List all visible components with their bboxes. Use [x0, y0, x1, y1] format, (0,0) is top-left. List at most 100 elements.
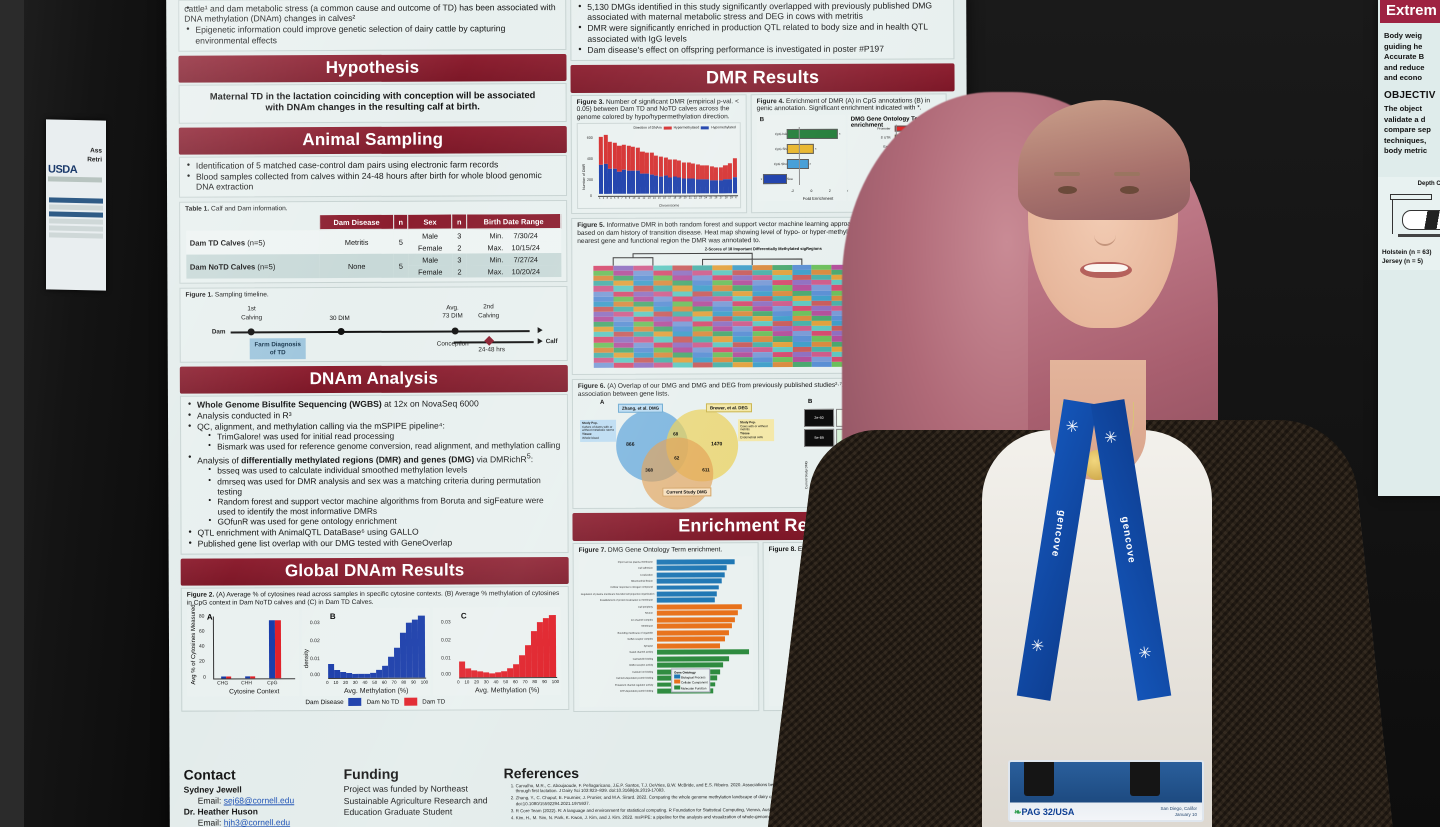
heatmap-cell [633, 362, 654, 368]
figure7-bar-label: Potassium channel regulator activity [614, 683, 654, 687]
right-poster-line-0: Body weig [1384, 31, 1422, 40]
badge-brand: PAG [1021, 807, 1041, 817]
figure2-charts: A Avg % of Cytosines Measured 80 60 40 2… [186, 604, 563, 697]
figure7-bar-label: Calcium ion binding [632, 670, 654, 674]
table1-caption-label: Table 1. [185, 205, 210, 213]
main-poster: cattle¹ and dam metabolic stress (a comm… [166, 0, 970, 827]
dnam-bullet-3-sub-2: Random forest and support vector machine… [207, 495, 562, 517]
contact-email-link-1[interactable]: hjh3@cornell.edu [223, 817, 291, 827]
figure3-xlabel: Chromosome [658, 203, 680, 208]
conference-badge: ❧PAG 32/USA San Diego, Califor January 1… [1008, 760, 1204, 822]
dnam-analysis-bullets: Whole Genome Bisulfite Sequencing (WGBS)… [186, 398, 563, 549]
dnam-bullet-2-sublist: TrimGalore! was used for initial read pr… [207, 430, 562, 452]
breed-1: Jersey (n = 5) [1382, 257, 1424, 265]
table1-r1-sex1: Female [408, 265, 453, 279]
hair-front [1018, 100, 1190, 220]
right-poster-banner: Extrem [1380, 0, 1440, 23]
figure3-ylabel: Number of DMR [581, 164, 587, 191]
significance-star: * [809, 161, 811, 167]
lanyard-text-left: gencove [1048, 509, 1068, 559]
gencove-star-icon: ✳ [1137, 644, 1154, 664]
figure3-bar [732, 134, 737, 194]
right-poster-obj-4: body metric [1384, 146, 1428, 155]
table1-th-3: Sex [408, 214, 453, 230]
contact-email-link-0[interactable]: sej68@cornell.edu [223, 795, 295, 806]
table1-th-5: Birth Date Range [466, 213, 561, 230]
table1-r1-date1: Max. 10/20/24 [466, 265, 561, 278]
table1-th-4: n [451, 214, 467, 230]
figure3-legend: Direction of DNAm Hypermethylated Hypome… [634, 126, 736, 130]
intro-bullet-1: Epigenetic information could improve gen… [184, 23, 560, 46]
table1-r1-label-n: (n=5) [257, 262, 276, 272]
table1-r0-minmax0: Min. [489, 231, 504, 241]
dnam-bullet-0-bold: Whole Genome Bisulfite Sequencing (WGBS) [196, 398, 382, 410]
usda-logo-bar [48, 176, 102, 183]
figure7-caption-label: Figure 7. [578, 547, 607, 555]
figure7-bar-label: Cellular response to nitrogen compound [610, 586, 653, 590]
figure7-bar [656, 584, 719, 591]
right-poster-line-3: and reduce [1384, 62, 1425, 72]
figure1-label-first-calving: Calving [241, 314, 263, 322]
figure6B-title: B [807, 399, 813, 406]
side-poster-content-block [49, 197, 103, 239]
figure7-bar [656, 578, 722, 584]
right-poster-obj-1: validate a d [1384, 114, 1426, 124]
figure2-panel: Figure 2. (A) Average % of cytosines rea… [180, 585, 570, 712]
legend-swatch-hyper [663, 126, 672, 130]
figure7-legend-2: Molecular Function [681, 686, 707, 691]
contact-email-label-1: Email: [197, 817, 222, 827]
figure7-legend-1: Cellular Component [681, 680, 708, 685]
venn-only-brewer: 1470 [711, 441, 723, 448]
figure4-bar [787, 129, 839, 140]
significance-star: * [760, 176, 763, 182]
figure7-bar [656, 623, 732, 629]
right-poster-obj-2: compare sep [1384, 125, 1431, 134]
figure7-bar-label: Localization [640, 573, 653, 577]
figure7-bar-row: GTP-dependent protein binding [581, 687, 750, 694]
dnam-bullet-2: QC, alignment, and methylation calling v… [186, 420, 562, 452]
badge-clip-right [1130, 762, 1160, 796]
figure7-caption: Figure 7. DMG Gene Ontology Term enrichm… [578, 546, 753, 555]
figure7-bar-label: Calcium-dependent protein binding [616, 676, 654, 680]
figure3-caption: Figure 3. Number of significant DMR (emp… [577, 98, 741, 121]
table1-r1-datev0: 7/27/24 [513, 255, 538, 265]
badge-subtext: San Diego, Califor January 10 [1160, 806, 1197, 817]
figure7-bar-label: GABA receptor activity [629, 663, 654, 667]
gencove-star-icon: ✳ [1103, 428, 1119, 448]
eyebrow-right [1114, 172, 1140, 176]
figure7-bar [656, 565, 728, 571]
badge-sub-line-1: San Diego, Califor [1160, 806, 1197, 811]
table1-r0-label-text: Dam TD Calves [189, 238, 246, 248]
figure7-bars: Import across plasma membrane Cell adhesi… [581, 558, 751, 695]
figure7-bar-label: Cell periphery [638, 605, 653, 609]
figure3-xticks: 1 2 3 4 5 6 7 8 9 10 11 12 13 14 15 16 17 18 19 20 21 22 23 24 2… [599, 196, 737, 201]
contact-name-1: Dr. Heather Huson [183, 806, 258, 817]
section-header-animal-sampling: Animal Sampling [178, 125, 567, 155]
eye-left [1058, 186, 1077, 194]
legend-swatch-hypo [701, 126, 710, 130]
poster-left-column: cattle¹ and dam metabolic stress (a comm… [178, 0, 570, 716]
figure3-legend-label-1: Hypomethylated [711, 125, 736, 130]
table1-r1-minmax1: Max. [487, 267, 504, 277]
section-header-global-dnam: Global DNAm Results [180, 556, 569, 586]
figure4-bar [763, 174, 788, 185]
figure3-caption-label: Figure 3. [576, 98, 605, 106]
figure7-bar-label: Regulation of plasma membrane bounded ce… [580, 592, 655, 596]
cow-diagram [1382, 190, 1440, 248]
figure2A-chart: A Avg % of Cytosines Measured 80 60 40 2… [186, 604, 300, 697]
dnam-bullet-3-sublist: bsseq was used to calculate individual s… [207, 464, 562, 527]
figure7-bar-label: Synapse [643, 644, 654, 648]
significance-star: * [814, 146, 817, 152]
figure7-bar-label: Ion channel complex [630, 618, 653, 622]
heatmap-cell [593, 362, 614, 368]
animal-sampling-bullet-1: Blood samples collected from calves with… [185, 170, 561, 192]
dnam-bullet-0-rest: at 12x on NovaSeq 6000 [381, 398, 479, 409]
figure1-label-hrs: 24-48 hrs [478, 346, 506, 354]
figure2-caption-text: (A) Average % of cytosines read across s… [186, 589, 560, 607]
table1-r0-datev0: 7/30/24 [513, 231, 538, 241]
figure7-bar [657, 655, 729, 662]
table1-r1-minmax0: Min. [489, 255, 504, 265]
figure4A-title: B [759, 116, 765, 123]
figure7-bar [656, 610, 738, 616]
table1-r1-datev1: 10/20/24 [511, 267, 541, 277]
